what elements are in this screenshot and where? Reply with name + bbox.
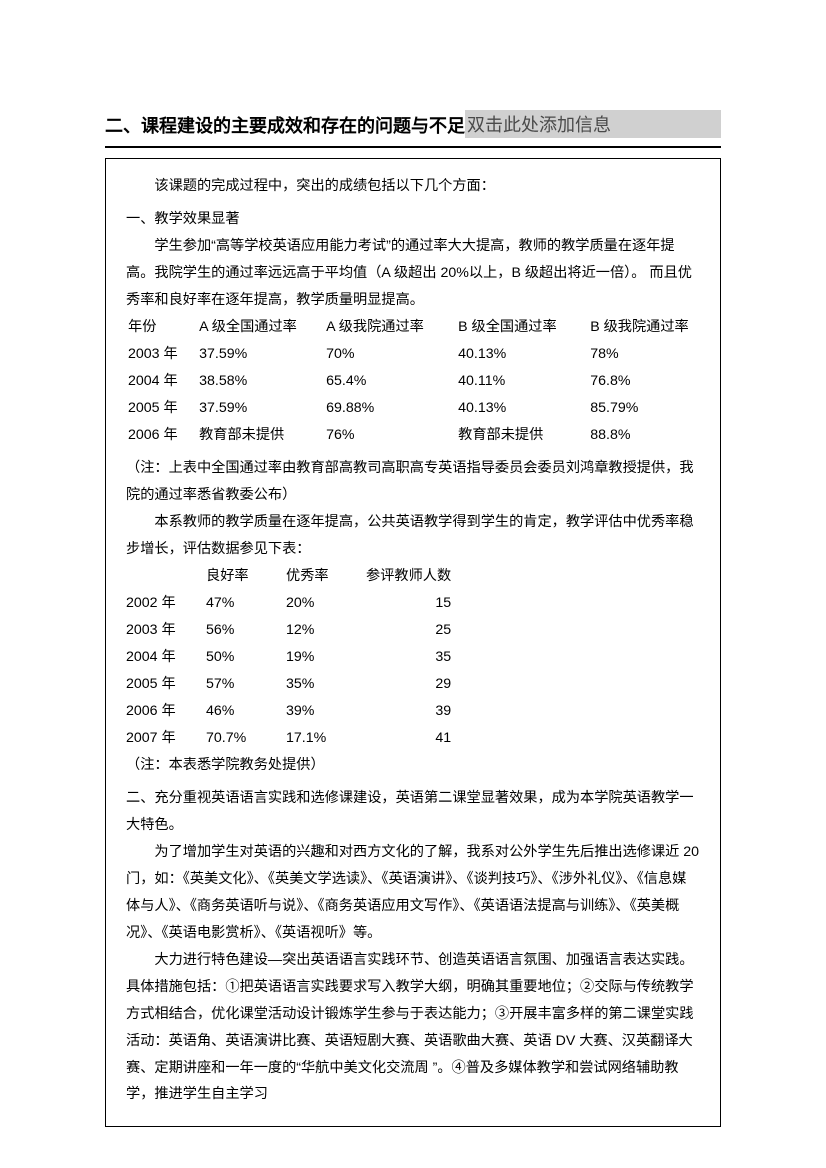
th-b-school: B 级我院通过率 xyxy=(588,314,700,341)
section-title: 二、课程建设的主要成效和存在的问题与不足 xyxy=(105,112,465,138)
th-a-national: A 级全国通过率 xyxy=(197,314,324,341)
section2-p1: 为了增加学生对英语的兴趣和对西方文化的了解，我系对公外学生先后推出选修课近 20… xyxy=(126,839,700,947)
th-a-school: A 级我院通过率 xyxy=(324,314,456,341)
pass-rate-table: 年份 A 级全国通过率 A 级我院通过率 B 级全国通过率 B 级我院通过率 2… xyxy=(126,314,700,449)
note2: （注：本表悉学院教务处提供） xyxy=(126,752,700,779)
eval-table: 良好率 优秀率 参评教师人数 2002 年47%20%15 2003 年56%1… xyxy=(126,563,461,752)
section2-p2: 大力进行特色建设—突出英语语言实践环节、创造英语语言氛围、加强语言表达实践。具体… xyxy=(126,947,700,1109)
th-year: 年份 xyxy=(126,314,197,341)
intro-line: 该课题的完成过程中，突出的成绩包括以下几个方面： xyxy=(126,173,700,200)
section-heading-row: 二、课程建设的主要成效和存在的问题与不足 双击此处添加信息 xyxy=(105,110,721,138)
th-b-national: B 级全国通过率 xyxy=(456,314,588,341)
heading-underline xyxy=(105,144,721,148)
note1: （注：上表中全国通过率由教育部高教司高职高专英语指导委员会委员刘鸿章教授提供，我… xyxy=(126,455,700,509)
section1-p1: 学生参加“高等学校英语应用能力考试”的通过率大大提高，教师的教学质量在逐年提高。… xyxy=(126,233,700,314)
p-after-note1: 本系教师的教学质量在逐年提高，公共英语教学得到学生的肯定，教学评估中优秀率稳步增… xyxy=(126,509,700,563)
section1-title: 一、教学效果显著 xyxy=(126,206,700,233)
info-placeholder[interactable]: 双击此处添加信息 xyxy=(465,110,721,138)
section2-title: 二、充分重视英语语言实践和选修课建设，英语第二课堂显著效果，成为本学院英语教学一… xyxy=(126,785,700,839)
content-box: 该课题的完成过程中，突出的成绩包括以下几个方面： 一、教学效果显著 学生参加“高… xyxy=(105,158,721,1127)
table-row: 年份 A 级全国通过率 A 级我院通过率 B 级全国通过率 B 级我院通过率 xyxy=(126,314,700,341)
